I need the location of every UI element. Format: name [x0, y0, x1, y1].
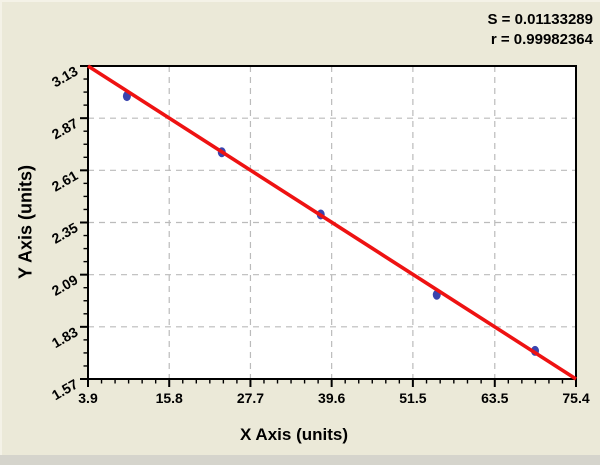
y-axis-title: Y Axis (units) [15, 164, 36, 280]
y-tick-label: 2.87 [49, 115, 81, 143]
y-tick-label: 1.57 [49, 376, 81, 404]
x-tick-label: 63.5 [481, 390, 508, 406]
y-tick-label: 2.35 [49, 219, 81, 247]
y-tick-label: 2.61 [49, 167, 81, 195]
x-tick-label: 51.5 [399, 390, 426, 406]
regression-line [87, 64, 577, 381]
y-tick-label: 2.09 [49, 271, 81, 299]
stat-s-value: S = 0.01133289 [487, 11, 593, 28]
fit-statistics: S = 0.01133289 r = 0.99982364 [487, 10, 593, 50]
x-axis-title: X Axis (units) [240, 425, 348, 444]
y-tick-label: 3.13 [49, 63, 81, 91]
stat-r-value: r = 0.99982364 [490, 31, 593, 48]
y-tick-label: 1.83 [49, 323, 81, 351]
x-tick-label: 15.8 [156, 390, 183, 406]
window-bottom-edge [0, 455, 600, 465]
x-tick-label: 39.6 [318, 390, 345, 406]
x-tick-label: 3.9 [78, 390, 98, 406]
x-tick-label: 27.7 [237, 390, 264, 406]
x-tick-label: 75.4 [562, 390, 589, 406]
plot-border [87, 65, 577, 380]
